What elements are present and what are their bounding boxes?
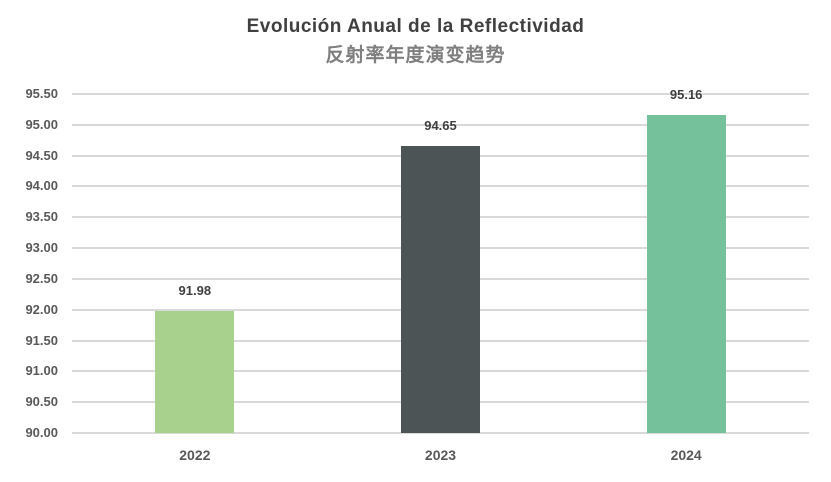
- gridline: [72, 123, 809, 126]
- bar-2022: [155, 310, 235, 433]
- y-tick-label: 91.00: [25, 363, 58, 379]
- bar-value-label: 95.16: [669, 86, 703, 102]
- chart-title: Evolución Anual de la Reflectividad: [246, 16, 585, 37]
- bar-value-label: 91.98: [178, 282, 212, 298]
- bar-2023: [401, 146, 480, 433]
- y-tick-label: 95.00: [25, 116, 58, 132]
- x-axis-label: 2024: [670, 447, 702, 463]
- y-tick-label: 90.50: [25, 394, 58, 410]
- x-axis-label: 2022: [179, 447, 211, 463]
- y-tick-label: 91.50: [25, 332, 58, 348]
- x-axis-line: [72, 432, 809, 434]
- y-tick-label: 92.50: [25, 270, 58, 286]
- x-axis-label: 2023: [424, 447, 457, 463]
- y-tick-label: 93.00: [25, 240, 58, 256]
- y-tick-label: 95.50: [25, 86, 58, 101]
- bar-2024: [646, 114, 726, 433]
- y-tick-label: 92.00: [25, 301, 58, 317]
- gridline: [72, 93, 809, 95]
- y-tick-label: 94.50: [25, 147, 58, 163]
- y-tick-label: 94.00: [25, 178, 58, 194]
- chart-subtitle: 反射率年度演变趋势: [325, 45, 506, 66]
- y-tick-label: 90.00: [25, 425, 58, 440]
- y-tick-label: 93.50: [25, 209, 58, 225]
- bar-value-label: 94.65: [424, 118, 457, 134]
